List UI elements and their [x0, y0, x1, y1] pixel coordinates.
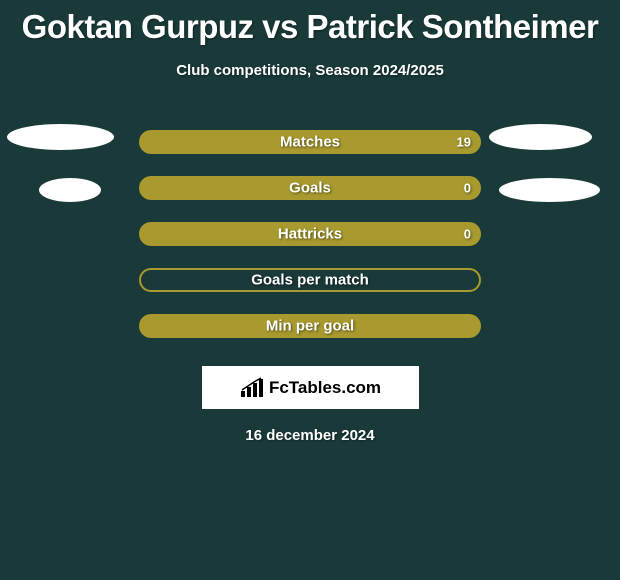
stat-bar: Min per goal	[139, 314, 481, 338]
stat-label: Goals	[289, 180, 331, 197]
stat-value: 0	[464, 181, 471, 196]
stat-value: 19	[457, 135, 471, 150]
branding-logo[interactable]: FcTables.com	[202, 366, 419, 409]
stat-label: Min per goal	[266, 318, 354, 335]
chart-icon	[239, 377, 265, 399]
page-title: Goktan Gurpuz vs Patrick Sontheimer	[0, 0, 620, 46]
decorative-oval	[39, 178, 101, 202]
decorative-oval	[489, 124, 592, 150]
stat-row: Goals per match	[0, 257, 620, 303]
stat-value: 0	[464, 227, 471, 242]
stat-label: Hattricks	[278, 226, 342, 243]
stat-bar: Goals per match	[139, 268, 481, 292]
decorative-oval	[7, 124, 114, 150]
stat-row: Min per goal	[0, 303, 620, 349]
decorative-oval	[499, 178, 600, 202]
stat-label: Goals per match	[251, 272, 369, 289]
stat-bar: Goals 0	[139, 176, 481, 200]
stat-row: Hattricks 0	[0, 211, 620, 257]
stat-label: Matches	[280, 134, 340, 151]
stats-container: Matches 19 Goals 0 Hattricks 0 Goals per match…	[0, 119, 620, 349]
footer-date: 16 december 2024	[0, 427, 620, 444]
branding-text: FcTables.com	[269, 378, 381, 398]
stat-bar: Hattricks 0	[139, 222, 481, 246]
subtitle: Club competitions, Season 2024/2025	[0, 62, 620, 79]
stat-bar: Matches 19	[139, 130, 481, 154]
